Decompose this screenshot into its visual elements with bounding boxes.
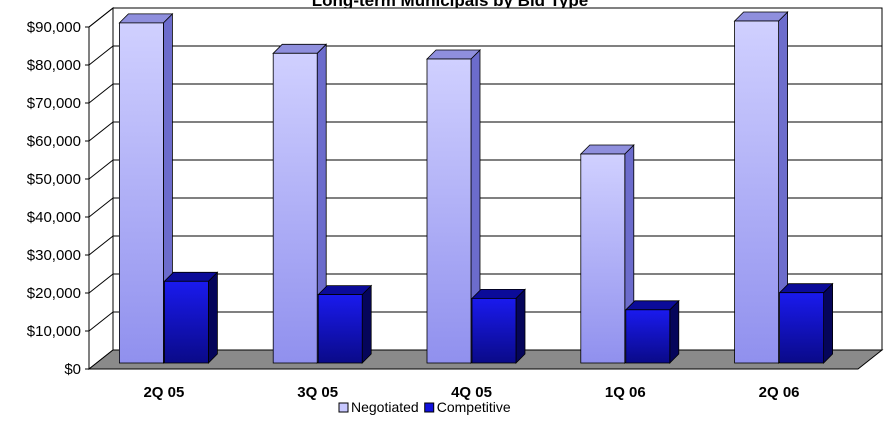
bar-side-competitive	[515, 288, 526, 364]
grid-line-side	[88, 235, 114, 256]
bar-top-negotiated	[272, 43, 328, 54]
legend-label-competitive: Competitive	[437, 399, 511, 415]
bar-top-competitive	[624, 300, 680, 311]
x-tick-label: 4Q 05	[451, 384, 492, 401]
y-tick-label: $0	[64, 361, 81, 378]
bar-competitive-2q-06	[779, 292, 824, 364]
legend-swatch-competitive	[424, 402, 435, 413]
bar-top-negotiated	[733, 11, 789, 22]
grid-line-side	[88, 83, 114, 104]
bar-competitive-1q-06	[625, 309, 671, 364]
grid-line-side	[88, 159, 114, 180]
y-tick-label: $10,000	[27, 323, 81, 340]
y-tick-label: $50,000	[27, 171, 81, 188]
grid-line-side	[88, 311, 114, 332]
x-axis-ticks: 2Q 05 3Q 05 4Q 05 1Q 06 2Q 06	[143, 384, 799, 401]
bar-top-competitive	[778, 283, 834, 294]
grid-line-side	[88, 7, 114, 28]
grid-line-side	[88, 45, 114, 66]
chart-title: Long-term Municipals by Bid Type	[312, 0, 588, 10]
bar-top-competitive	[471, 288, 526, 299]
legend: Negotiated Competitive	[338, 399, 511, 415]
y-tick-label: $90,000	[27, 19, 81, 36]
bar-negotiated-2q-06	[734, 20, 779, 364]
x-tick-label: 3Q 05	[297, 384, 338, 401]
bars	[118, 11, 834, 364]
bar-top-negotiated	[579, 144, 635, 155]
legend-label-negotiated: Negotiated	[351, 399, 419, 415]
grid-line-side	[88, 197, 114, 218]
legend-swatch-negotiated	[338, 402, 349, 413]
grid-line-side	[88, 273, 114, 294]
y-tick-label: $20,000	[27, 285, 81, 302]
bar-top-negotiated	[426, 49, 481, 60]
bar-competitive-2q-05	[163, 280, 209, 364]
bar-negotiated-4q-05	[426, 58, 472, 364]
bar-competitive-4q-05	[471, 297, 517, 364]
y-tick-label: $60,000	[27, 133, 81, 150]
bar-negotiated-3q-05	[272, 52, 318, 364]
bar-top-competitive	[317, 285, 373, 296]
y-axis-ticks: $0 $10,000 $20,000 $30,000 $40,000 $50,000 $60…	[27, 19, 89, 378]
bar-negotiated-1q-06	[580, 153, 626, 364]
bar-side-competitive	[823, 282, 833, 364]
x-tick-label: 2Q 05	[143, 384, 184, 401]
bar-top-negotiated	[118, 13, 174, 24]
y-tick-label: $30,000	[27, 247, 81, 264]
y-tick-label: $40,000	[27, 209, 81, 226]
grid-line-side	[88, 121, 114, 142]
bar-top-competitive	[163, 271, 219, 282]
y-tick-label: $80,000	[27, 57, 81, 74]
y-tick-label: $70,000	[27, 95, 81, 112]
bar-negotiated-2q-05	[119, 22, 164, 364]
x-tick-label: 2Q 06	[759, 384, 800, 401]
x-tick-label: 1Q 06	[605, 384, 646, 401]
bar-side-competitive	[207, 271, 218, 364]
bar-side-competitive	[669, 299, 680, 364]
bar-side-competitive	[361, 284, 372, 364]
bar-competitive-3q-05	[317, 294, 363, 364]
